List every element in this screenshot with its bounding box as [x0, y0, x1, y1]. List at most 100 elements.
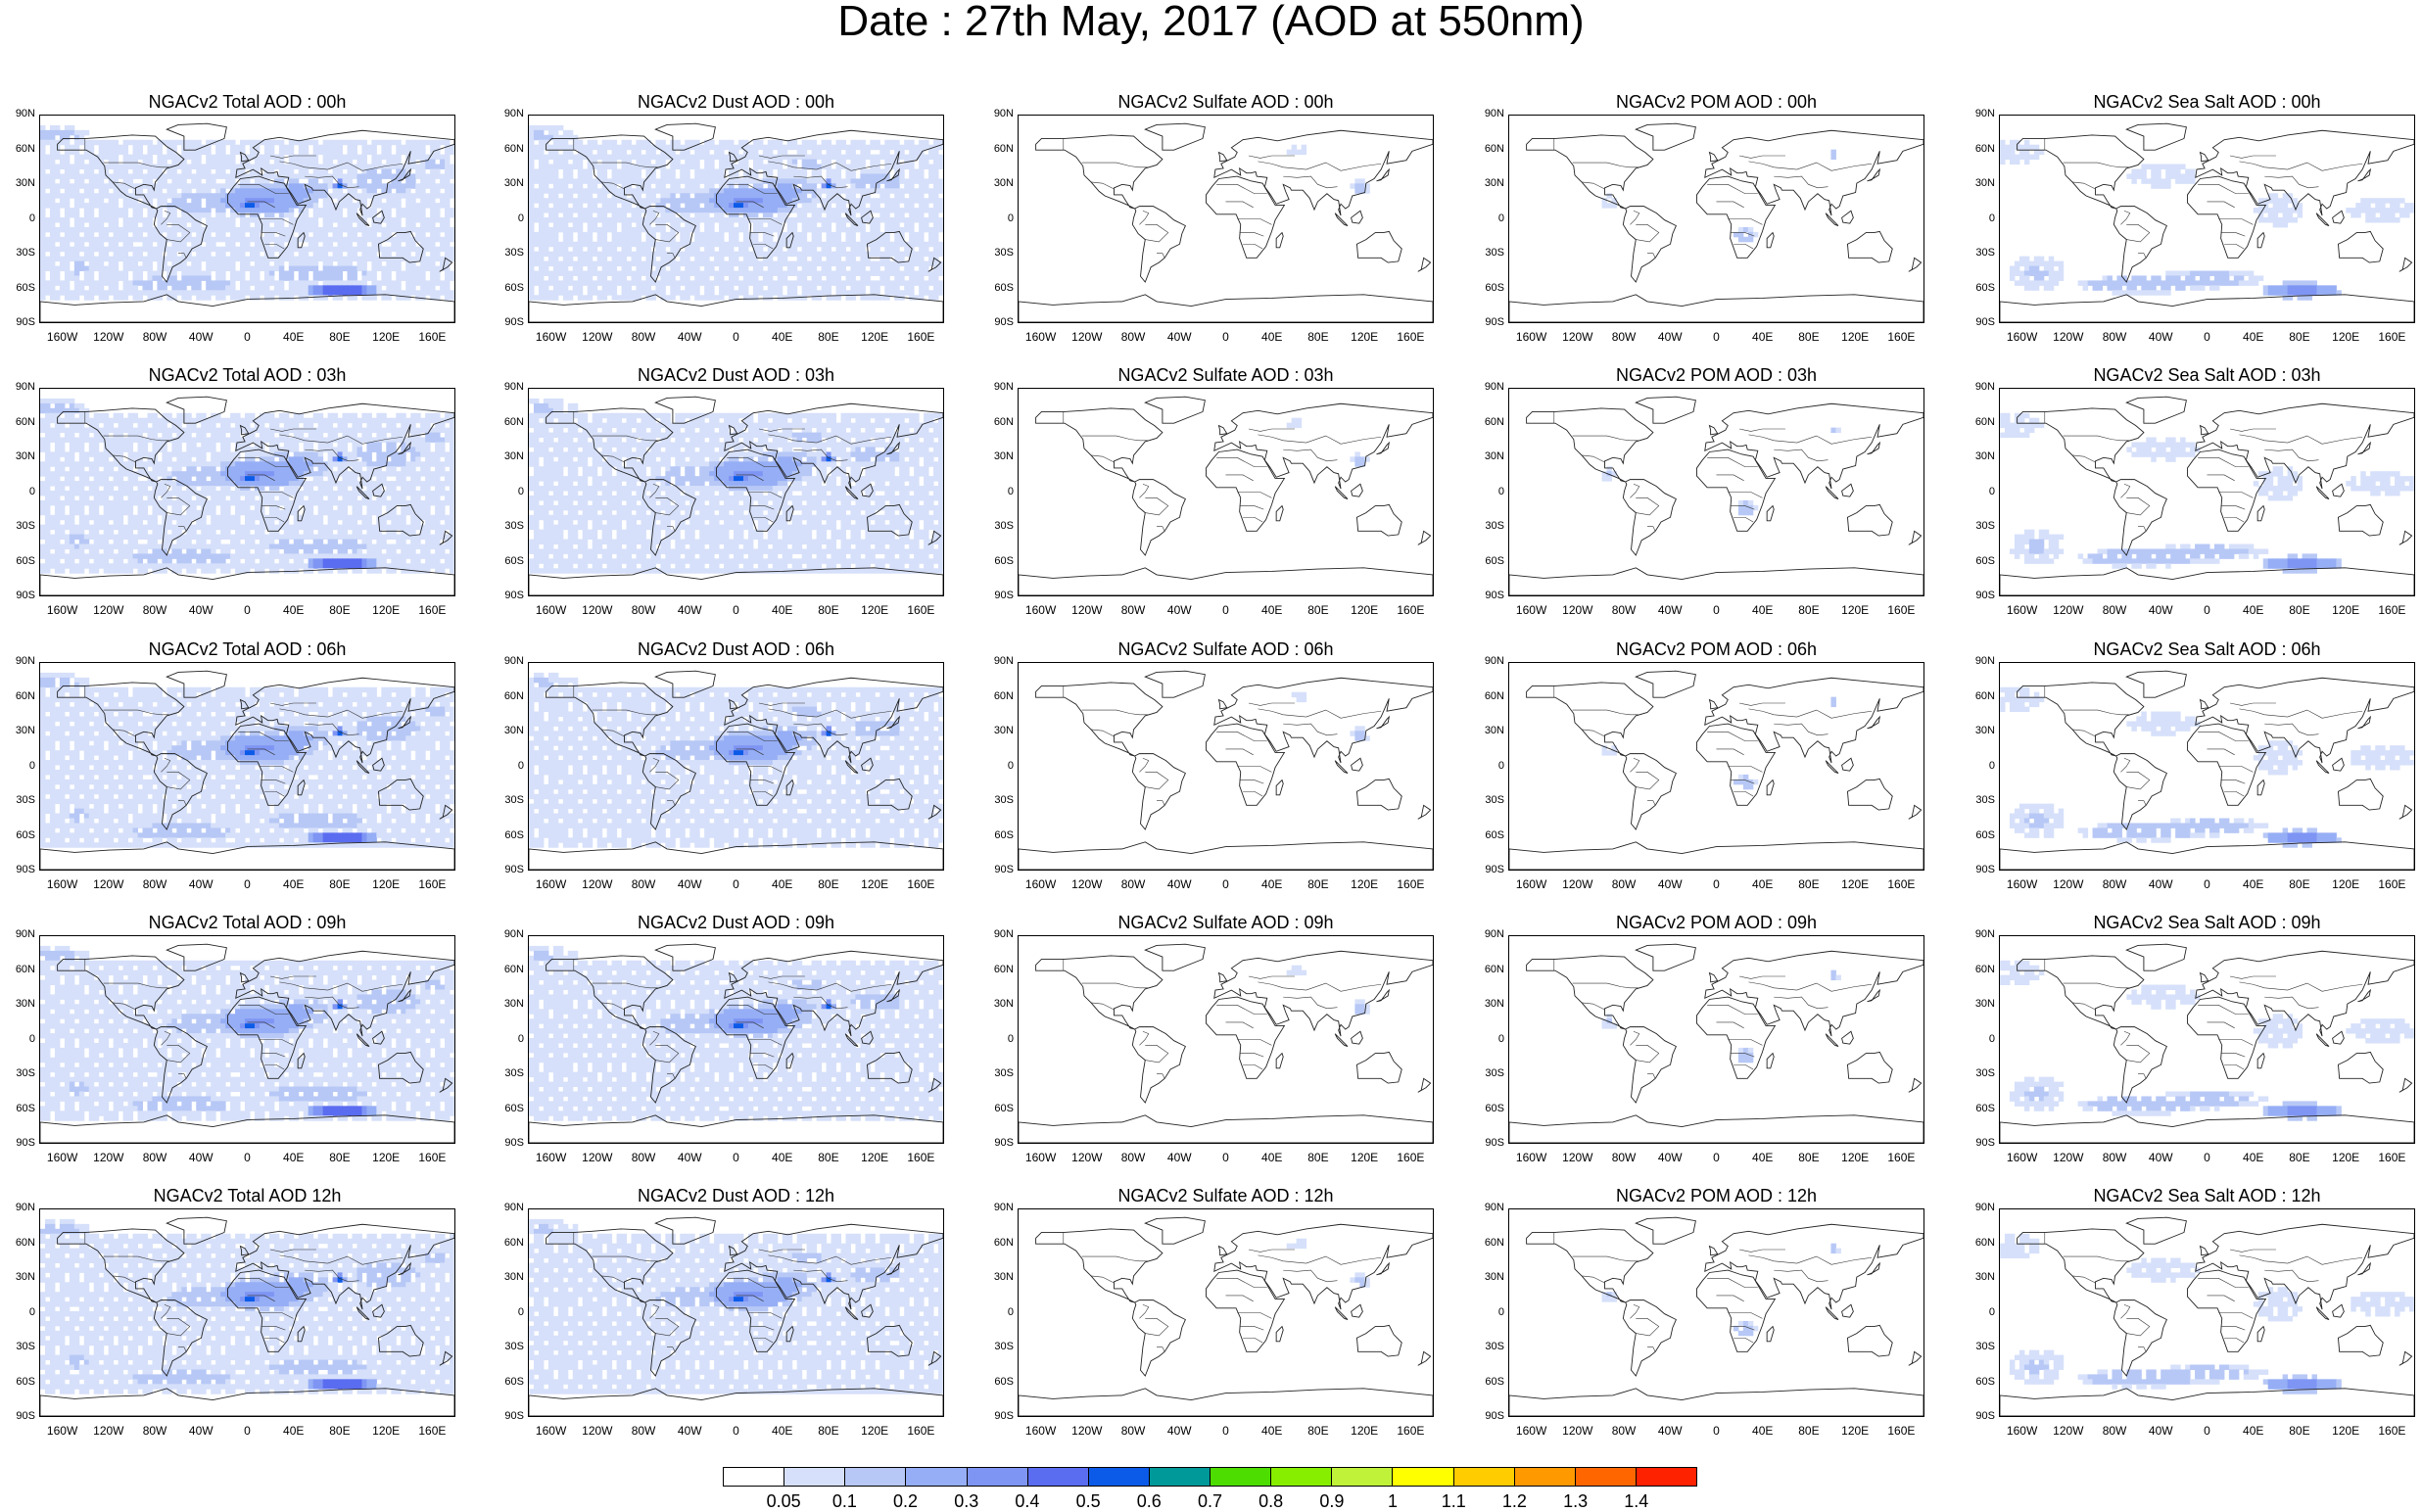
lon-tick-label: 80W: [1599, 1152, 1648, 1163]
lon-tick-label: 120E: [1340, 331, 1389, 343]
lon-tick-label: 160W: [527, 1152, 576, 1163]
lat-tick-label: 0: [487, 213, 524, 224]
lat-tick-label: 60S: [976, 1377, 1014, 1388]
country-border: [2208, 202, 2235, 208]
lon-tick-label: 160E: [1876, 1425, 1925, 1437]
lat-tick-label: 0: [976, 1034, 1014, 1045]
country-border: [1145, 1045, 1167, 1063]
lon-tick-label: 80W: [1109, 604, 1158, 616]
country-border: [1243, 1064, 1262, 1069]
country-border: [1157, 1347, 1164, 1352]
panel-title: NGACv2 Sulfate AOD : 00h: [1011, 92, 1442, 112]
landmass-newzealand: [1909, 531, 1922, 544]
map-svg: [1509, 389, 1923, 595]
country-border: [1237, 1313, 1271, 1319]
landmass-borneo: [1842, 1304, 1854, 1317]
country-border: [1728, 767, 1762, 773]
coastlines: [1019, 944, 1433, 1143]
coastlines: [1509, 123, 1923, 322]
lon-tick-label: 0: [2183, 878, 2232, 890]
lon-tick-label: 160E: [896, 1152, 945, 1163]
landmass-borneo: [1352, 484, 1363, 496]
landmass-japan: [1867, 717, 1879, 729]
lat-tick-label: 30N: [487, 726, 524, 736]
landmass-uk: [1218, 153, 1226, 162]
landmass-borneo: [2333, 1031, 2345, 1044]
country-border: [1733, 1064, 1753, 1069]
landmass-greenland: [1145, 397, 1205, 423]
lon-tick-label: 80E: [315, 331, 364, 343]
panel-title: NGACv2 Total AOD 12h: [32, 1186, 463, 1205]
lat-tick-label: 30S: [1958, 1068, 1995, 1079]
country-border: [2126, 1045, 2149, 1063]
lat-tick-label: 30N: [0, 451, 35, 462]
lat-tick-label: 30N: [487, 999, 524, 1010]
country-border: [1243, 517, 1262, 522]
lon-tick-label: 120W: [84, 604, 133, 616]
lon-tick-label: 40E: [1248, 1152, 1297, 1163]
landmass-samerica: [2113, 207, 2166, 282]
lon-tick-label: 120W: [573, 331, 622, 343]
landmass-samerica: [1623, 207, 1676, 282]
colorbar-tick-label: 0.1: [815, 1491, 874, 1512]
coastlines: [2000, 944, 2414, 1143]
lon-tick-label: 40W: [665, 878, 714, 890]
lat-tick-label: 60N: [0, 1238, 35, 1249]
landmass-newzealand: [2399, 1351, 2412, 1365]
landmass-samerica: [1132, 1300, 1185, 1376]
landmass-newzealand: [1418, 531, 1431, 544]
lon-tick-label: 120E: [361, 331, 410, 343]
lon-tick-label: 120W: [2044, 604, 2093, 616]
map-svg: [1509, 116, 1923, 322]
landmass-newzealand: [1418, 258, 1431, 271]
lat-tick-label: 60N: [976, 1238, 1014, 1249]
country-border: [1630, 1304, 1638, 1318]
country-border: [1630, 1031, 1638, 1045]
landmass-namerica: [1527, 1229, 1653, 1302]
lon-tick-label: 40W: [665, 1152, 714, 1163]
map-svg: [2000, 116, 2414, 322]
landmass-borneo: [1842, 211, 1854, 223]
country-border: [1216, 732, 1267, 740]
country-border: [1082, 710, 1149, 715]
country-border: [2218, 767, 2253, 773]
map-panel-seasalt: [1999, 388, 2415, 596]
lon-tick-label: 80W: [1599, 1425, 1648, 1437]
lat-tick-label: 60S: [1958, 283, 1995, 294]
landmass-samerica: [1623, 1300, 1676, 1376]
aod-field: [1602, 150, 1836, 243]
landmass-uk: [1709, 153, 1717, 162]
lon-tick-label: 40W: [1645, 1152, 1694, 1163]
landmass-antarctica: [1019, 568, 1433, 595]
colorbar-swatch: [1515, 1468, 1576, 1486]
lat-tick-label: 90S: [487, 591, 524, 601]
landmass-japan: [2357, 990, 2370, 1002]
lon-tick-label: 160W: [1998, 1425, 2047, 1437]
country-border: [2230, 429, 2276, 431]
colorbar-tick-label: 0.7: [1181, 1491, 1240, 1512]
country-border: [1733, 1338, 1753, 1343]
lon-tick-label: 40E: [758, 331, 807, 343]
lat-tick-label: 30S: [487, 521, 524, 532]
colorbar-tick-label: 0.9: [1303, 1491, 1361, 1512]
map-svg: [1019, 389, 1433, 595]
country-border: [1636, 224, 1658, 242]
lon-tick-label: 80E: [2275, 331, 2324, 343]
aod-field: [40, 125, 454, 301]
lon-tick-label: 80E: [804, 604, 853, 616]
lon-tick-label: 160W: [38, 1425, 87, 1437]
lat-tick-label: 60S: [1467, 830, 1504, 841]
country-border: [1647, 527, 1655, 532]
colorbar-swatch: [1271, 1468, 1332, 1486]
lon-tick-label: 40W: [176, 604, 225, 616]
map-panel-total: [39, 662, 455, 871]
country-border: [1226, 1022, 1254, 1028]
panel-title: NGACv2 Sea Salt AOD : 09h: [1992, 913, 2422, 932]
map-panel-dust: [528, 662, 944, 871]
landmass-namerica: [1036, 683, 1163, 756]
map-svg: [2000, 389, 2414, 595]
country-border: [1243, 244, 1262, 249]
lon-tick-label: 80W: [619, 331, 668, 343]
country-border: [1237, 493, 1271, 498]
lon-tick-label: 80W: [619, 1425, 668, 1437]
